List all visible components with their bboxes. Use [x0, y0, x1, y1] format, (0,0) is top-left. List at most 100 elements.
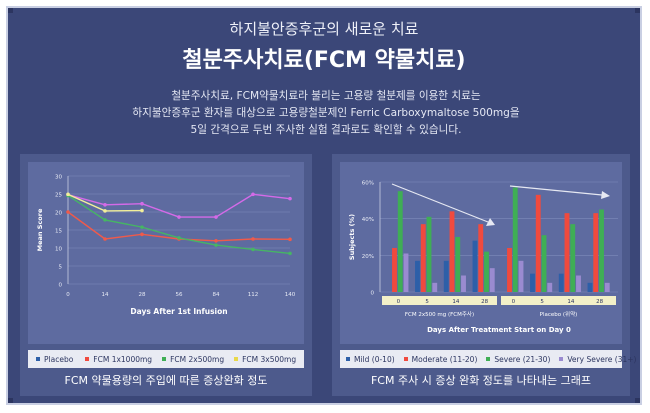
- x-axis-label: Days After 1st Infusion: [130, 307, 227, 316]
- bar: [392, 248, 397, 292]
- x-tick-label: 14: [102, 292, 109, 298]
- legend-label: FCM 1x1000mg: [93, 354, 153, 364]
- category-strip: [501, 296, 616, 305]
- trend-arrow-line: [509, 185, 603, 196]
- legend-swatch: [346, 357, 350, 361]
- data-point: [140, 208, 144, 213]
- legend-label: Severe (21-30): [494, 354, 551, 364]
- bar-chart-legend: Mild (0-10) Moderate (11-20) Severe (21-…: [340, 350, 636, 368]
- corner-decoration: [635, 398, 640, 403]
- data-point: [66, 210, 70, 214]
- x-tick-label: 28: [139, 292, 146, 298]
- bar: [587, 282, 593, 292]
- legend-swatch: [559, 357, 564, 361]
- series-line: [67, 193, 291, 218]
- x-tick-label: 84: [213, 292, 220, 298]
- y-tick-label: 0: [59, 283, 63, 289]
- data-point: [103, 209, 107, 213]
- bar-chart-panel: 0 20% 40% 60% Subjects (%) 0 5 14 28 FCM 2x500 mg…: [332, 154, 636, 396]
- bar: [535, 194, 541, 292]
- bar: [478, 224, 484, 292]
- x-tick-label: 5: [540, 299, 544, 305]
- x-tick-label: 112: [248, 292, 259, 298]
- legend-swatch: [85, 357, 90, 361]
- data-point: [103, 218, 107, 222]
- y-tick-label: 60%: [362, 181, 374, 187]
- data-point: [288, 251, 292, 256]
- x-tick-label: 14: [567, 299, 574, 305]
- bar: [403, 253, 409, 292]
- infographic-frame: 하지불안증후군의 새로운 치료 철분주사치료(FCM 약물치료) 철분주사치료,…: [6, 6, 642, 405]
- y-tick-label: 20%: [362, 254, 374, 260]
- y-axis-label: Subjects (%): [348, 214, 356, 260]
- data-point: [214, 215, 218, 219]
- bar-chart: 0 20% 40% 60% Subjects (%) 0 5 14 28 FCM 2x500 mg…: [348, 181, 618, 334]
- group-label: FCM 2x500 mg (FCM주사): [405, 310, 474, 318]
- bar-chart-area: 0 20% 40% 60% Subjects (%) 0 5 14 28 FCM 2x500 mg…: [340, 162, 622, 344]
- legend-severe: Severe (21-30): [486, 355, 550, 364]
- legend-placebo: Placebo: [36, 355, 73, 364]
- legend-very-severe: Very Severe (31+): [559, 355, 636, 364]
- bar: [604, 282, 610, 292]
- bar: [443, 260, 449, 292]
- legend-swatch: [486, 357, 491, 361]
- description-line-3: 5일 간격으로 두번 주사한 실험 결과로도 확인할 수 있습니다.: [190, 124, 462, 136]
- x-tick-label: 0: [512, 299, 516, 305]
- legend-label: FCM 3x500mg: [242, 354, 297, 364]
- data-point: [103, 203, 107, 207]
- bar: [593, 213, 599, 292]
- bar: [541, 235, 547, 292]
- bar: [507, 248, 512, 292]
- legend-fcm-1x1000: FCM 1x1000mg: [85, 355, 152, 364]
- x-tick-label: 28: [481, 299, 488, 305]
- legend-swatch: [162, 357, 167, 361]
- description-line-2: 하지불안증후군 환자를 대상으로 고용량철분제인 Ferric Carboxym…: [132, 107, 520, 119]
- data-point: [214, 239, 218, 243]
- bar: [564, 213, 570, 292]
- trend-arrow-head: [486, 218, 495, 226]
- data-point: [177, 236, 181, 240]
- bar: [489, 268, 495, 292]
- x-tick-label: 0: [66, 292, 70, 298]
- x-tick-label: 56: [176, 292, 183, 298]
- legend-label: Very Severe (31+): [567, 354, 637, 364]
- bar: [599, 209, 604, 292]
- x-tick-label: 140: [285, 292, 296, 298]
- bar: [426, 216, 432, 292]
- y-tick-label: 25: [55, 193, 62, 199]
- data-point: [288, 237, 292, 242]
- y-tick-label: 30: [55, 175, 62, 181]
- legend-fcm-3x500: FCM 3x500mg: [234, 355, 296, 364]
- line-chart-legend: Placebo FCM 1x1000mg FCM 2x500mg FCM 3x5…: [28, 350, 304, 368]
- corner-decoration: [8, 398, 13, 403]
- bar: [449, 211, 455, 292]
- data-point: [251, 192, 255, 197]
- x-tick-label: 0: [397, 299, 401, 305]
- bar: [432, 282, 438, 292]
- bar-chart-caption: FCM 주사 시 증상 완화 정도를 나타내는 그래프: [370, 374, 591, 387]
- group-label: Placebo (위약): [540, 310, 578, 318]
- data-point: [177, 215, 181, 219]
- legend-moderate: Moderate (11-20): [403, 355, 477, 364]
- bar: [420, 224, 426, 292]
- line-chart-panel: 0 5 10 15 20 25 30 0 14 28 56 84 112 140 Days After 1s…: [20, 154, 312, 396]
- legend-swatch: [403, 357, 408, 361]
- data-point: [140, 232, 144, 237]
- legend-fcm-2x500: FCM 2x500mg: [162, 355, 224, 364]
- line-chart: 0 5 10 15 20 25 30 0 14 28 56 84 112 140 Days After 1s…: [36, 175, 296, 317]
- y-tick-label: 20: [55, 211, 62, 217]
- bar: [530, 273, 535, 292]
- legend-label: Placebo: [44, 354, 74, 364]
- legend-swatch: [36, 357, 40, 361]
- bar: [484, 251, 489, 292]
- description-line-1: 철분주사치료, FCM약물치료라 불리는 고용량 철분제를 이용한 치료는: [171, 90, 481, 102]
- data-point: [140, 225, 144, 229]
- bar: [455, 237, 461, 292]
- x-tick-label: 14: [452, 299, 459, 305]
- bar: [547, 282, 553, 292]
- line-chart-area: 0 5 10 15 20 25 30 0 14 28 56 84 112 140 Days After 1s…: [28, 162, 304, 344]
- data-point: [66, 192, 70, 197]
- legend-swatch: [234, 357, 239, 361]
- page-title: 철분주사치료(FCM 약물치료): [182, 48, 466, 73]
- y-axis-label: Mean Score: [36, 208, 44, 251]
